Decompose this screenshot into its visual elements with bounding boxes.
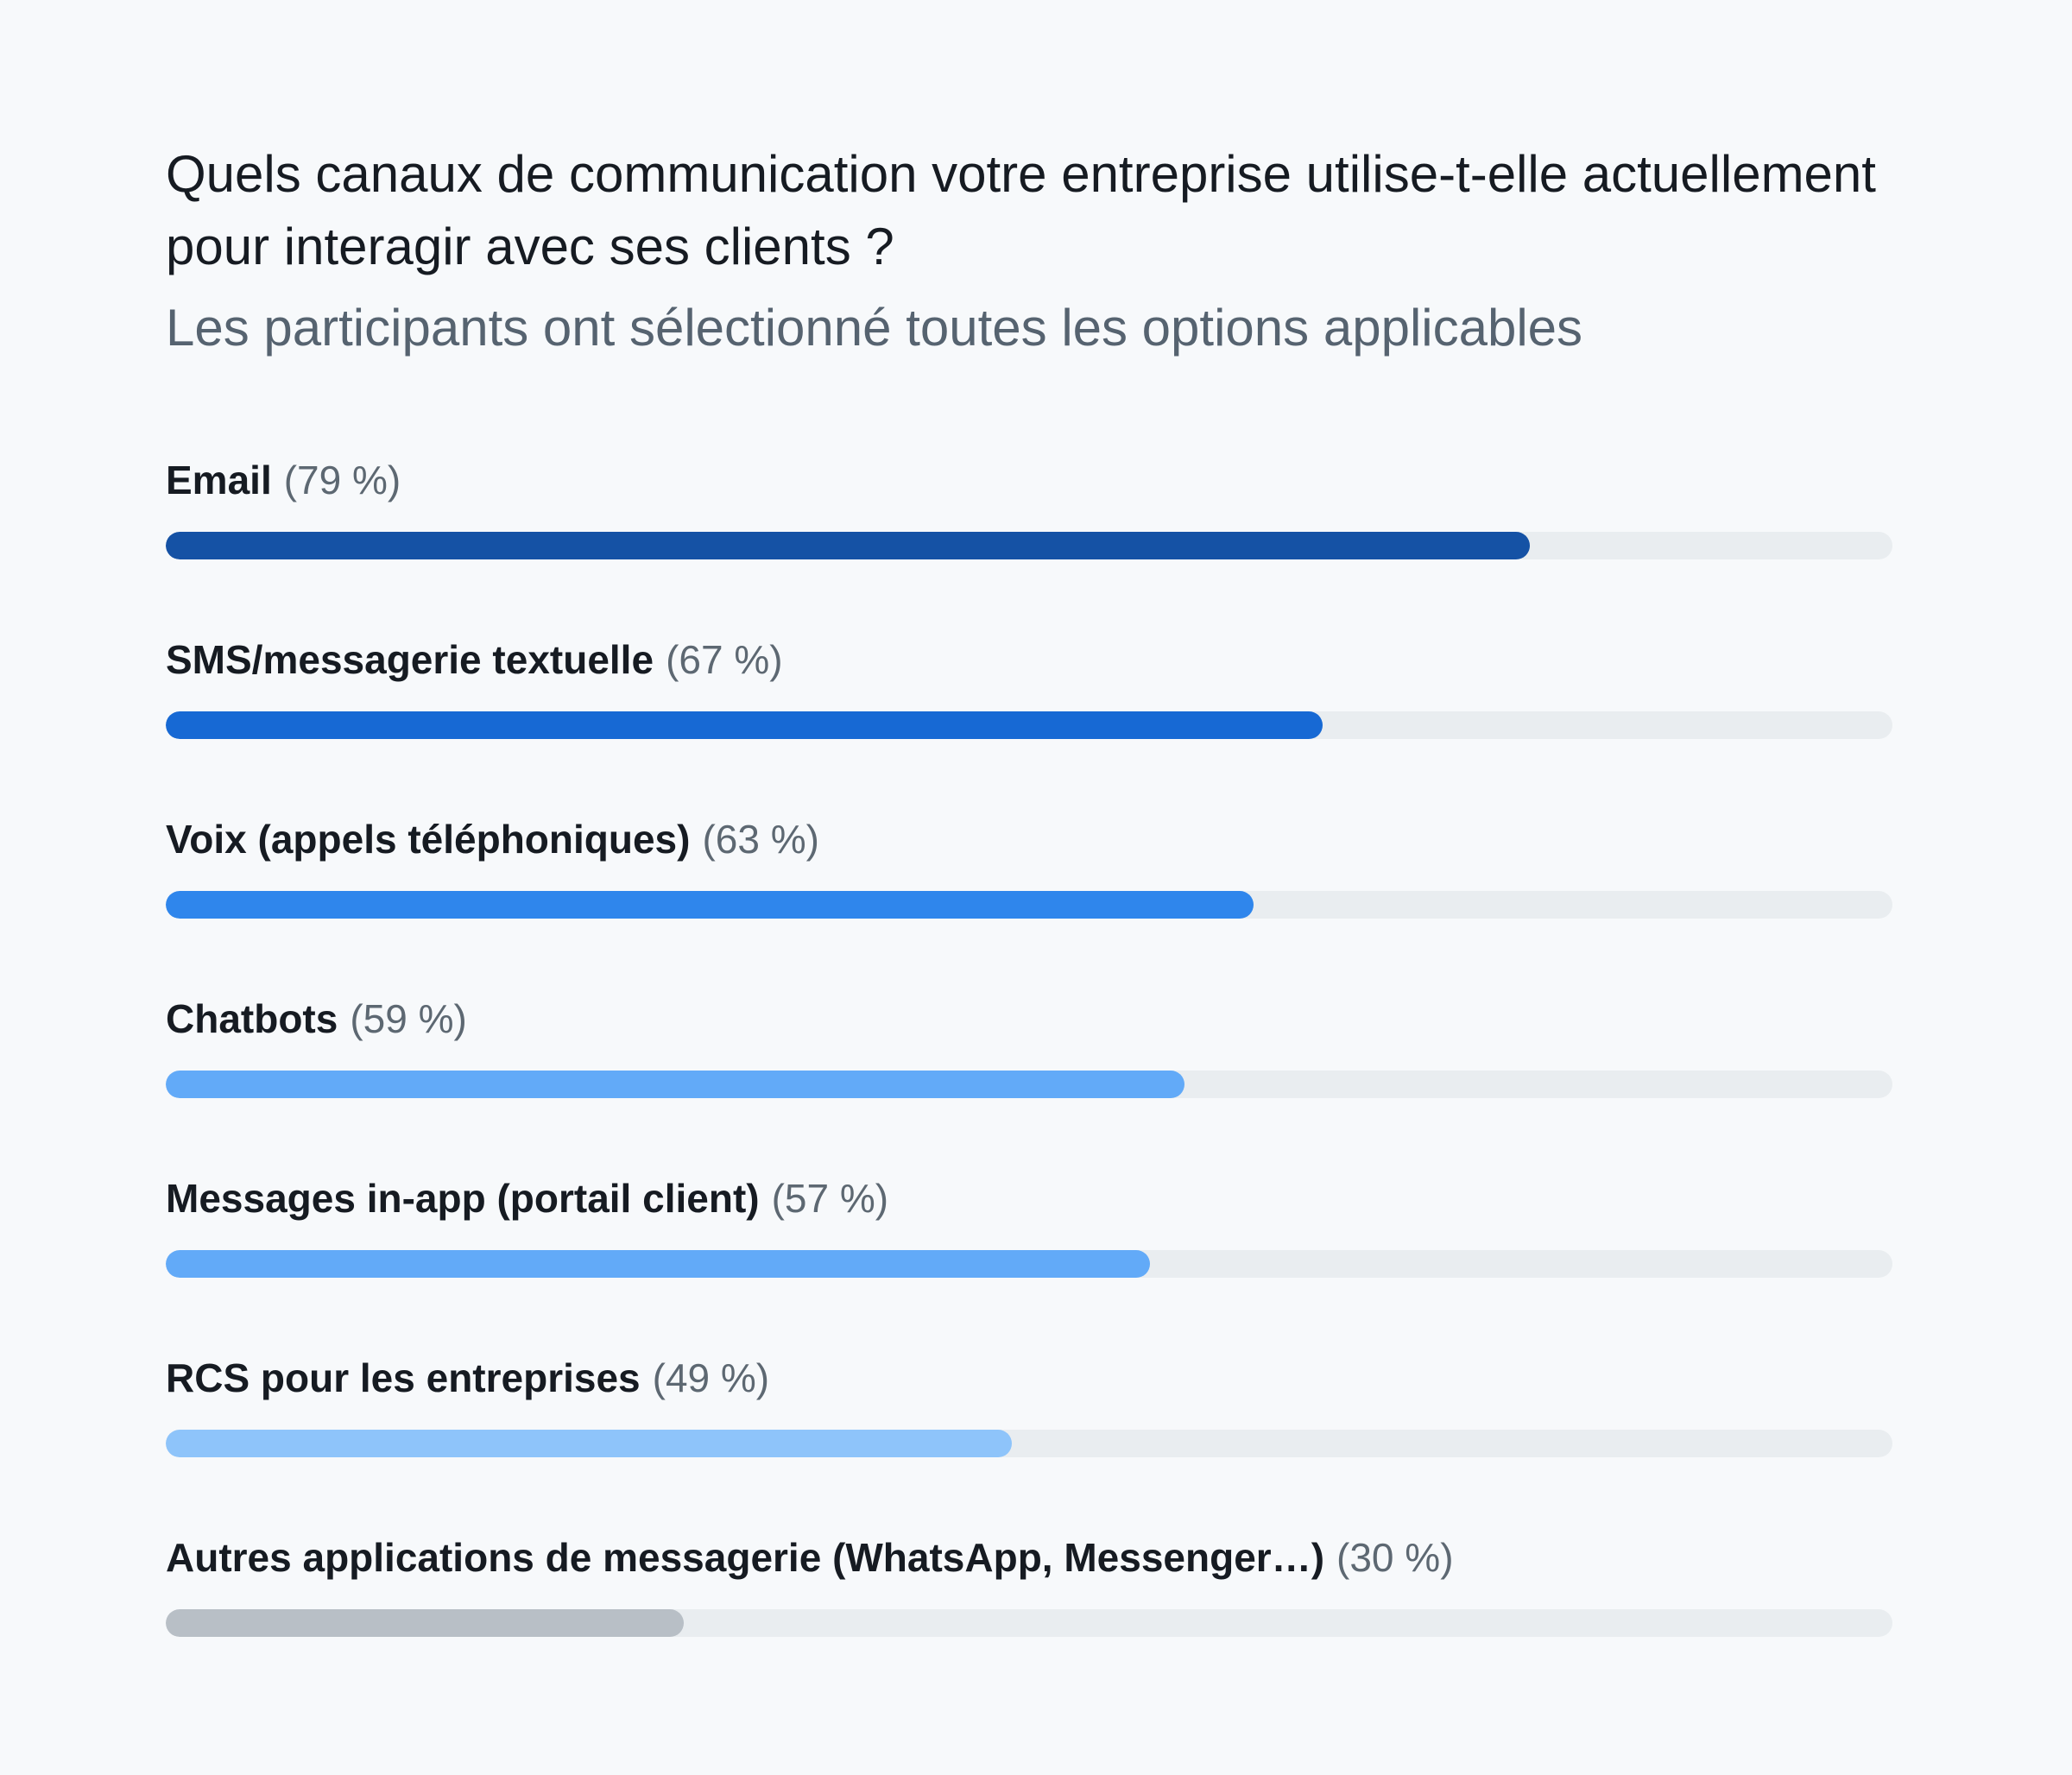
- bar-fill: [166, 1071, 1184, 1098]
- bar-track: [166, 1430, 1892, 1457]
- bar-row: SMS/messagerie textuelle (67 %): [166, 622, 1892, 801]
- chart-title: Quels canaux de communication votre entr…: [166, 145, 1876, 275]
- bar-row: Messages in-app (portail client) (57 %): [166, 1160, 1892, 1340]
- bar-track: [166, 891, 1892, 919]
- bar-row: Autres applications de messagerie (Whats…: [166, 1519, 1892, 1699]
- category-label: Email: [166, 458, 272, 502]
- category-label: RCS pour les entreprises: [166, 1355, 641, 1400]
- bar-row: Email (79 %): [166, 442, 1892, 622]
- bar-track: [166, 532, 1892, 559]
- category-label: Messages in-app (portail client): [166, 1176, 760, 1221]
- category-label: Chatbots: [166, 996, 338, 1041]
- bar-row: RCS pour les entreprises (49 %): [166, 1340, 1892, 1519]
- bar-fill: [166, 532, 1530, 559]
- value-label: (49 %): [652, 1355, 770, 1400]
- bar-label: RCS pour les entreprises (49 %): [166, 1340, 1892, 1416]
- bar-row: Voix (appels téléphoniques) (63 %): [166, 801, 1892, 981]
- bar-label: Messages in-app (portail client) (57 %): [166, 1160, 1892, 1236]
- bar-list: Email (79 %) SMS/messagerie textuelle (67 %…: [166, 442, 1892, 1699]
- category-label: Voix (appels téléphoniques): [166, 817, 691, 862]
- value-label: (30 %): [1336, 1535, 1454, 1580]
- bar-fill: [166, 711, 1323, 739]
- bar-fill: [166, 1430, 1012, 1457]
- value-label: (67 %): [666, 637, 783, 682]
- bar-label: Voix (appels téléphoniques) (63 %): [166, 801, 1892, 877]
- bar-chart: Quels canaux de communication votre entr…: [166, 138, 1892, 1699]
- bar-label: Chatbots (59 %): [166, 981, 1892, 1057]
- bar-label: SMS/messagerie textuelle (67 %): [166, 622, 1892, 698]
- value-label: (79 %): [283, 458, 401, 502]
- bar-track: [166, 1071, 1892, 1098]
- value-label: (59 %): [350, 996, 467, 1041]
- bar-label: Email (79 %): [166, 442, 1892, 518]
- bar-track: [166, 1609, 1892, 1637]
- chart-subtitle: Les participants ont sélectionné toutes …: [166, 299, 1583, 357]
- bar-label: Autres applications de messagerie (Whats…: [166, 1519, 1892, 1595]
- value-label: (63 %): [702, 817, 819, 862]
- value-label: (57 %): [771, 1176, 889, 1221]
- bar-fill: [166, 1609, 684, 1637]
- bar-fill: [166, 891, 1254, 919]
- category-label: Autres applications de messagerie (Whats…: [166, 1535, 1325, 1580]
- bar-track: [166, 1250, 1892, 1278]
- bar-fill: [166, 1250, 1150, 1278]
- bar-row: Chatbots (59 %): [166, 981, 1892, 1160]
- category-label: SMS/messagerie textuelle: [166, 637, 654, 682]
- bar-track: [166, 711, 1892, 739]
